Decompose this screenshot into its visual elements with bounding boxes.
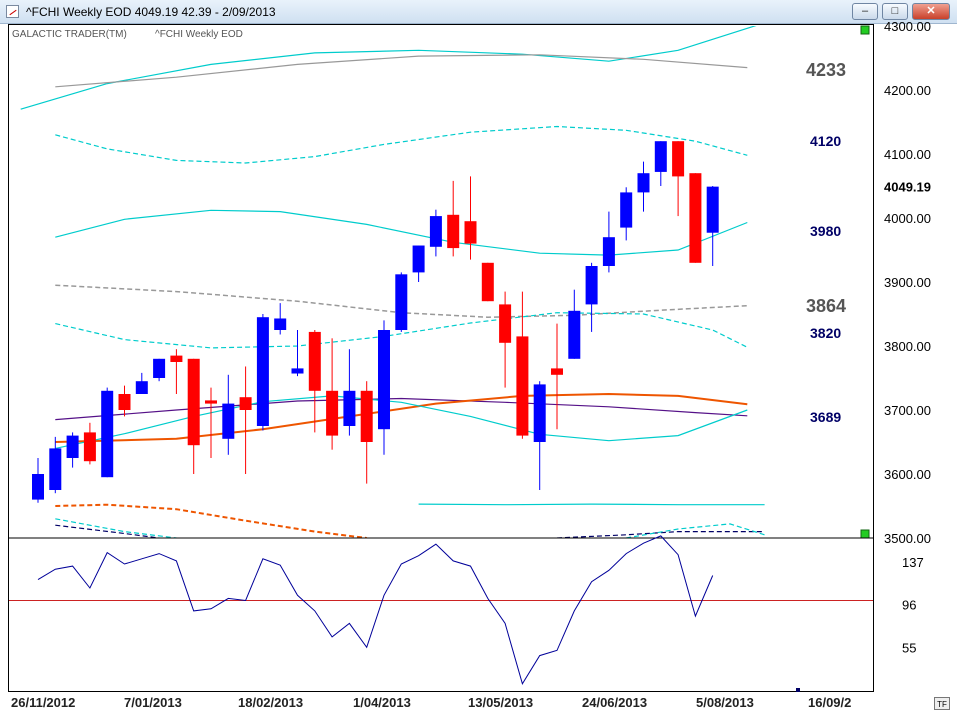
channel-line-2 xyxy=(55,125,748,164)
channel-line-3 xyxy=(55,209,748,256)
candle-9[interactable] xyxy=(187,358,200,446)
oscillator-axis-tick-0: 137 xyxy=(902,555,924,570)
candle-5[interactable] xyxy=(118,394,131,410)
candle-7[interactable] xyxy=(153,358,166,378)
candle-32[interactable] xyxy=(585,266,598,305)
candle-22[interactable] xyxy=(412,245,425,273)
candle-17[interactable] xyxy=(326,390,339,436)
candle-29[interactable] xyxy=(533,384,546,442)
candle-28[interactable] xyxy=(516,336,529,436)
price-axis-tick-6: 3700.00 xyxy=(884,403,931,418)
date-axis-tick-3: 1/04/2013 xyxy=(353,695,411,710)
instrument-label: ^FCHI Weekly EOD xyxy=(155,29,243,40)
date-axis-tick-6: 5/08/2013 xyxy=(696,695,754,710)
candle-38[interactable] xyxy=(689,173,702,263)
chart-app-icon[interactable] xyxy=(6,5,19,18)
channel-line-14 xyxy=(626,523,765,538)
candle-1[interactable] xyxy=(49,448,62,490)
level-label-3689: 3689 xyxy=(810,409,841,425)
channel-line-5 xyxy=(55,312,748,349)
last-price-label: 4049.19 xyxy=(884,180,931,195)
candle-20[interactable] xyxy=(378,330,390,430)
maximize-button[interactable]: □ xyxy=(882,3,908,20)
price-axis-tick-8: 3500.00 xyxy=(884,531,931,546)
channel-line-10 xyxy=(55,503,367,538)
date-axis-tick-4: 13/05/2013 xyxy=(468,695,533,710)
channel-line-11 xyxy=(55,518,177,538)
bottom-marker[interactable] xyxy=(860,529,870,539)
channel-line-12 xyxy=(55,524,160,538)
oscillator-line xyxy=(37,535,714,686)
candle-12[interactable] xyxy=(239,397,252,410)
candle-18[interactable] xyxy=(343,390,356,426)
candle-35[interactable] xyxy=(637,173,650,193)
candle-3[interactable] xyxy=(83,432,96,462)
date-axis-tick-1: 7/01/2013 xyxy=(124,695,182,710)
candle-33[interactable] xyxy=(602,237,615,266)
candle-6[interactable] xyxy=(135,381,148,394)
price-axis-tick-3: 4000.00 xyxy=(884,211,931,226)
candle-39[interactable] xyxy=(706,186,719,233)
candle-11[interactable] xyxy=(222,403,235,439)
date-axis-tick-7: 16/09/2 xyxy=(808,695,851,710)
candle-30[interactable] xyxy=(551,368,563,375)
oscillator-marker xyxy=(796,688,800,692)
candle-10[interactable] xyxy=(205,400,217,404)
channel-line-13 xyxy=(556,530,765,538)
candle-16[interactable] xyxy=(308,331,321,391)
candle-4[interactable] xyxy=(101,390,114,478)
oscillator-axis-tick-1: 96 xyxy=(902,598,916,613)
candle-14[interactable] xyxy=(274,318,287,330)
channel-line-7 xyxy=(55,392,748,443)
price-axis-tick-1: 4200.00 xyxy=(884,83,931,98)
candle-15[interactable] xyxy=(291,368,304,374)
level-label-3980: 3980 xyxy=(810,223,841,239)
candle-24[interactable] xyxy=(447,214,460,249)
brand-label: GALACTIC TRADER(TM) xyxy=(12,29,127,40)
window-title: ^FCHI Weekly EOD 4049.19 42.39 - 2/09/20… xyxy=(26,5,276,19)
date-axis-tick-2: 18/02/2013 xyxy=(238,695,303,710)
channel-line-0 xyxy=(20,26,757,110)
candle-27[interactable] xyxy=(499,304,512,343)
candle-2[interactable] xyxy=(66,435,79,458)
candle-8[interactable] xyxy=(170,355,183,362)
date-axis-tick-0: 26/11/2012 xyxy=(11,695,75,710)
price-axis-tick-2: 4100.00 xyxy=(884,147,931,162)
minimize-button[interactable]: – xyxy=(852,3,878,20)
top-marker[interactable] xyxy=(860,25,870,35)
candle-23[interactable] xyxy=(429,216,442,247)
level-label-3864: 3864 xyxy=(806,296,846,316)
oscillator-axis-tick-2: 55 xyxy=(902,640,916,655)
price-axis-tick-7: 3600.00 xyxy=(884,467,931,482)
candle-19[interactable] xyxy=(360,390,373,442)
level-label-4120: 4120 xyxy=(810,133,841,149)
level-label-4233: 4233 xyxy=(806,60,846,80)
close-button[interactable]: ✕ xyxy=(912,3,950,20)
candle-21[interactable] xyxy=(395,274,408,330)
candle-0[interactable] xyxy=(32,474,44,500)
window-titlebar: ^FCHI Weekly EOD 4049.19 42.39 - 2/09/20… xyxy=(0,0,957,24)
candle-26[interactable] xyxy=(481,262,494,302)
price-axis-tick-5: 3800.00 xyxy=(884,339,931,354)
tf-button[interactable]: TF xyxy=(934,697,950,710)
candle-37[interactable] xyxy=(672,141,685,177)
candle-13[interactable] xyxy=(256,317,269,426)
candle-36[interactable] xyxy=(654,141,667,172)
chart-plot-area[interactable] xyxy=(8,24,874,692)
channel-line-8 xyxy=(55,395,748,449)
level-label-3820: 3820 xyxy=(810,325,841,341)
channel-line-9 xyxy=(418,503,765,506)
candle-34[interactable] xyxy=(620,192,633,228)
channel-line-4 xyxy=(55,284,748,318)
price-axis-tick-0: 4300.00 xyxy=(884,19,931,34)
channel-line-1 xyxy=(55,54,748,88)
date-axis-tick-5: 24/06/2013 xyxy=(582,695,647,710)
candle-25[interactable] xyxy=(464,221,477,244)
price-axis-tick-4: 3900.00 xyxy=(884,275,931,290)
candle-31[interactable] xyxy=(568,310,581,359)
